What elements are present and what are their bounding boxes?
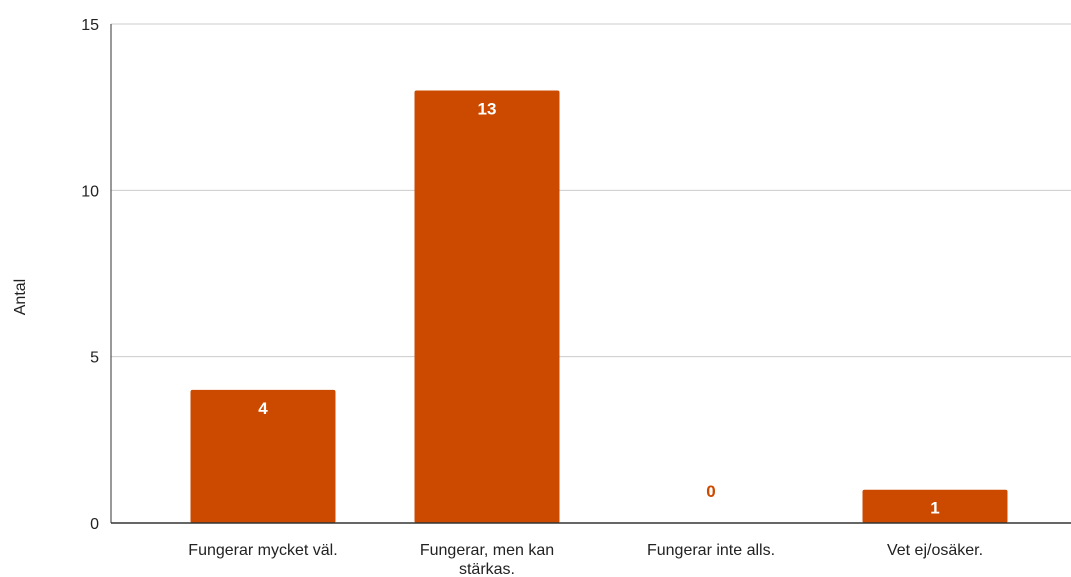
bar	[190, 389, 336, 523]
y-tick-label: 10	[81, 183, 99, 200]
data-labels: 4 13 0 1	[258, 100, 939, 518]
bars	[190, 90, 1008, 524]
x-tick-label: Fungerar, men kan	[420, 542, 554, 559]
x-tick-label: stärkas.	[459, 561, 515, 577]
y-tick-label: 15	[81, 17, 99, 34]
data-label: 4	[258, 399, 268, 418]
gridlines	[111, 23, 1071, 358]
y-tick-label: 0	[90, 516, 99, 533]
y-tick-label: 5	[90, 350, 99, 367]
x-tick-label: Fungerar inte alls.	[647, 542, 775, 559]
bar	[414, 90, 560, 524]
bar	[862, 489, 1008, 523]
x-tick-label: Fungerar mycket väl.	[188, 542, 337, 559]
data-label: 1	[930, 499, 939, 518]
data-label: 0	[706, 482, 715, 501]
x-tick-label: Vet ej/osäker.	[887, 542, 983, 559]
y-axis-title: Antal	[12, 279, 29, 315]
data-label: 13	[478, 100, 497, 119]
